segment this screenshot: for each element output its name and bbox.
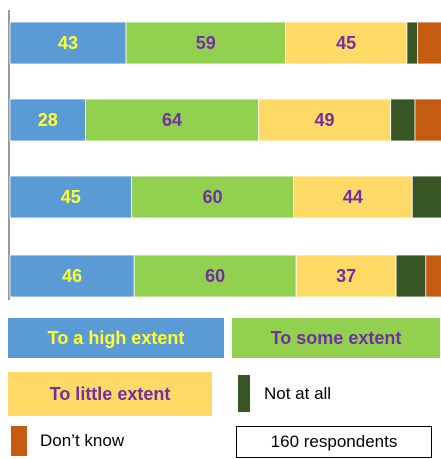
data-label-r2-s3: 49 (315, 110, 335, 130)
bar-segment-r3-s4 (411, 175, 441, 219)
legend-swatch-dont-know (11, 426, 27, 456)
stacked-bar-chart: 43 59 45 28 64 49 45 60 44 46 60 37 (8, 10, 441, 300)
data-label-r4-s1: 46 (62, 266, 82, 286)
data-label-r3-s1: 45 (61, 187, 81, 207)
bar-segment-r4-s4 (395, 254, 427, 298)
legend-label-some-extent: To some extent (270, 327, 402, 348)
legend-label-not-at-all: Not at all (264, 384, 332, 403)
bar-segment-r4-s5 (425, 254, 441, 298)
bar-segment-r1-s3 (284, 21, 408, 65)
legend-item-little-extent: To little extent (8, 372, 212, 416)
data-label-r1-s1: 43 (58, 33, 78, 53)
respondents-label: 160 respondents (270, 432, 398, 451)
legend-label-little-extent: To little extent (49, 383, 171, 404)
bar-segment-r1-s5 (417, 21, 441, 65)
legend-item-dont-know: Don’t know (40, 428, 124, 454)
bar-segment-r4-s3 (295, 254, 397, 298)
bar-segment-r2-s5 (414, 98, 441, 142)
data-label-r2-s1: 28 (38, 110, 58, 130)
data-label-r3-s3: 44 (343, 187, 363, 207)
bars-group: 43 59 45 28 64 49 45 60 44 46 60 37 (9, 21, 441, 298)
bar-segment-r3-s3 (293, 175, 413, 219)
bar-segment-r2-s2 (85, 98, 259, 142)
bar-segment-r2-s1 (9, 98, 86, 142)
data-label-r4-s3: 37 (336, 266, 356, 286)
bar-segment-r1-s2 (125, 21, 286, 65)
bar-segment-r4-s1 (9, 254, 135, 298)
legend-item-some-extent: To some extent (232, 318, 440, 358)
legend-item-not-at-all: Not at all (264, 380, 331, 408)
bar-segment-r3-s1 (9, 175, 132, 219)
data-label-r4-s2: 60 (205, 266, 225, 286)
data-label-r1-s2: 59 (196, 33, 216, 53)
data-label-r2-s2: 64 (162, 110, 182, 130)
legend-label-high-extent: To a high extent (47, 327, 185, 348)
legend-label-dont-know: Don’t know (40, 431, 125, 450)
data-label-r1-s3: 45 (336, 33, 356, 53)
bar-segment-r1-s1 (9, 21, 127, 65)
bar-segment-r4-s2 (133, 254, 297, 298)
legend-swatch-not-at-all (238, 375, 250, 412)
legend-item-high-extent: To a high extent (8, 318, 224, 358)
respondents-note: 160 respondents (236, 426, 432, 458)
bar-segment-r3-s2 (131, 175, 294, 219)
data-label-r3-s2: 60 (202, 187, 222, 207)
